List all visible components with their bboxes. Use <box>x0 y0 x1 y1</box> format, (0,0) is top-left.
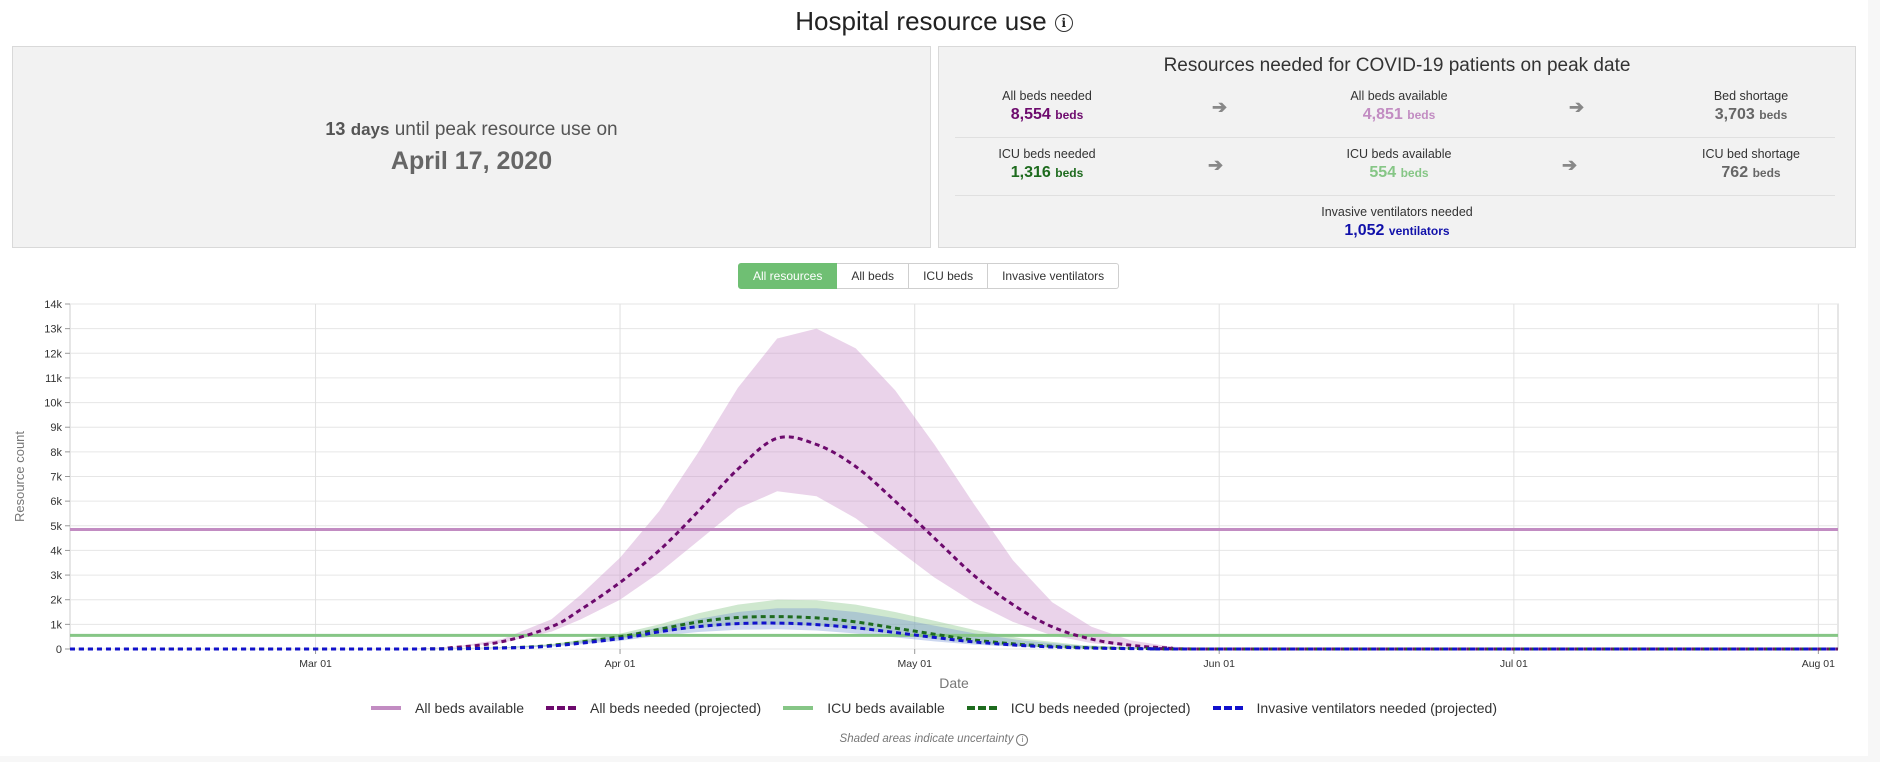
stat-icu-beds-available: ICU beds available 554 beds <box>1299 147 1499 182</box>
peak-date-panel: 13 days until peak resource use on April… <box>12 46 931 248</box>
x-tick-label: Apr 01 <box>605 658 636 670</box>
until-text: until peak resource use on <box>394 119 618 140</box>
y-tick-label: 2k <box>50 595 62 607</box>
x-tick-label: May 01 <box>897 658 932 670</box>
stat-label: ICU bed shortage <box>1702 147 1800 161</box>
stat-label: ICU beds needed <box>998 147 1096 161</box>
days-unit: days <box>350 120 390 139</box>
stat-ventilators-needed: Invasive ventilators needed 1,052 ventil… <box>1297 205 1497 240</box>
stat-icu-bed-shortage: ICU bed shortage 762 beds <box>1651 147 1851 182</box>
info-icon[interactable]: i <box>1054 14 1073 32</box>
legend-label: All beds needed (projected) <box>589 700 762 716</box>
tab-all-resources[interactable]: All resources <box>738 263 838 289</box>
legend-swatch <box>1212 706 1243 710</box>
stat-value: 3,703 beds <box>1714 106 1788 123</box>
x-tick-label: Jul 01 <box>1500 658 1528 670</box>
y-tick-label: 7k <box>50 472 62 484</box>
divider <box>955 137 1835 138</box>
stat-value: 762 beds <box>1721 164 1781 181</box>
tab-icu-beds[interactable]: ICU beds <box>909 263 989 289</box>
y-tick-label: 9k <box>50 422 62 434</box>
legend-swatch <box>545 706 576 710</box>
x-tick-label: Aug 01 <box>1802 658 1835 670</box>
stat-label: All beds available <box>1350 89 1448 103</box>
peak-countdown: 13 days until peak resource use on <box>13 119 930 141</box>
page-title-text: Hospital resource use <box>795 6 1047 36</box>
divider <box>955 195 1835 196</box>
legend-swatch <box>783 706 814 710</box>
y-tick-label: 12k <box>44 348 62 360</box>
legend-label: ICU beds needed (projected) <box>1010 700 1191 716</box>
stat-label: ICU beds available <box>1346 147 1452 161</box>
uncertainty-band <box>70 328 1838 649</box>
uncertainty-note: Shaded areas indicate uncertainty i <box>0 733 1868 746</box>
y-tick-label: 6k <box>50 496 62 508</box>
stat-value: 4,851 beds <box>1362 106 1436 123</box>
info-icon[interactable]: i <box>1016 734 1029 746</box>
x-axis-label: Date <box>939 675 969 691</box>
legend-item[interactable]: All beds needed (projected) <box>545 700 762 716</box>
stat-label: Bed shortage <box>1713 89 1789 103</box>
stat-value: 1,052 ventilators <box>1344 222 1450 239</box>
arrow-right-icon: ➔ <box>1562 155 1578 175</box>
stat-all-beds-available: All beds available 4,851 beds <box>1299 89 1499 124</box>
y-tick-label: 4k <box>50 545 62 557</box>
stat-label: Invasive ventilators needed <box>1321 205 1473 219</box>
y-tick-label: 5k <box>50 521 62 533</box>
y-tick-label: 14k <box>44 299 62 311</box>
series-line <box>70 621 1838 651</box>
legend-label: All beds available <box>415 700 524 716</box>
stat-value: 1,316 beds <box>1010 164 1084 181</box>
legend-item[interactable]: ICU beds needed (projected) <box>966 700 1191 716</box>
series-line <box>70 435 1838 651</box>
legend-label: Invasive ventilators needed (projected) <box>1256 700 1497 716</box>
resource-chart: 0 1k 2k 3k 4k 5k 6k 7k 8k 9k 10k 11k 12k 13k 14k Mar 01… <box>12 299 1839 691</box>
page-title: Hospital resource use i <box>0 6 1868 37</box>
y-tick-label: 10k <box>44 398 62 410</box>
stat-bed-shortage: Bed shortage 3,703 beds <box>1651 89 1851 124</box>
arrow-right-icon: ➔ <box>1208 155 1224 175</box>
chart-legend: All beds available All beds needed (proje… <box>0 700 1868 716</box>
stat-all-beds-needed: All beds needed 8,554 beds <box>947 89 1147 124</box>
y-tick-label: 0 <box>56 644 62 656</box>
y-tick-label: 13k <box>44 324 62 336</box>
arrow-right-icon: ➔ <box>1569 97 1585 117</box>
legend-item[interactable]: All beds available <box>371 700 524 716</box>
legend-item[interactable]: ICU beds available <box>783 700 945 716</box>
resources-panel: Resources needed for COVID-19 patients o… <box>938 46 1856 248</box>
resource-tabs: All resources All beds ICU beds Invasive… <box>738 263 1120 289</box>
legend-item[interactable]: Invasive ventilators needed (projected) <box>1212 700 1497 716</box>
stat-value: 554 beds <box>1369 164 1429 181</box>
stat-icu-beds-needed: ICU beds needed 1,316 beds <box>947 147 1147 182</box>
uncertainty-note-text: Shaded areas indicate uncertainty <box>839 733 1014 745</box>
y-tick-label: 1k <box>50 619 62 631</box>
x-tick-label: Mar 01 <box>299 658 332 670</box>
tab-all-beds[interactable]: All beds <box>837 263 910 289</box>
y-tick-label: 8k <box>50 447 62 459</box>
y-tick-label: 11k <box>45 373 62 385</box>
stat-label: All beds needed <box>1002 89 1092 103</box>
days-number: 13 <box>325 119 346 139</box>
resources-panel-title: Resources needed for COVID-19 patients o… <box>1163 55 1631 76</box>
peak-date: April 17, 2020 <box>390 147 553 175</box>
stat-value: 8,554 beds <box>1010 106 1084 123</box>
y-tick-label: 3k <box>50 570 62 582</box>
legend-swatch <box>371 706 402 710</box>
x-tick-label: Jun 01 <box>1203 658 1235 670</box>
arrow-right-icon: ➔ <box>1212 97 1228 117</box>
y-axis-label: Resource count <box>12 431 27 522</box>
legend-label: ICU beds available <box>827 700 945 716</box>
tab-invasive-ventilators[interactable]: Invasive ventilators <box>988 263 1120 289</box>
legend-swatch <box>966 706 997 710</box>
